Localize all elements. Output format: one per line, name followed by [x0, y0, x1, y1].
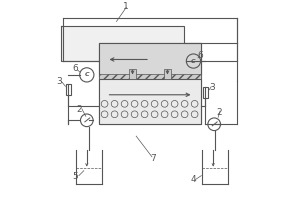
Bar	[164, 69, 171, 79]
Text: 2: 2	[216, 108, 222, 117]
Bar	[99, 79, 201, 124]
Text: 3: 3	[56, 77, 62, 86]
Bar	[66, 84, 70, 95]
Bar	[61, 26, 184, 61]
Bar	[99, 43, 201, 124]
Text: 2: 2	[76, 105, 82, 114]
Text: 6: 6	[72, 64, 78, 73]
Text: 6: 6	[197, 51, 203, 60]
Text: C: C	[85, 72, 89, 77]
Text: 7: 7	[150, 154, 156, 163]
Bar	[99, 74, 201, 79]
Bar	[129, 69, 136, 79]
Text: 1: 1	[123, 2, 129, 11]
Bar	[203, 87, 208, 98]
Text: 4: 4	[190, 175, 196, 184]
Text: C: C	[191, 59, 196, 64]
Text: 3: 3	[209, 83, 215, 92]
Text: 5: 5	[72, 172, 78, 181]
Bar	[99, 43, 201, 76]
